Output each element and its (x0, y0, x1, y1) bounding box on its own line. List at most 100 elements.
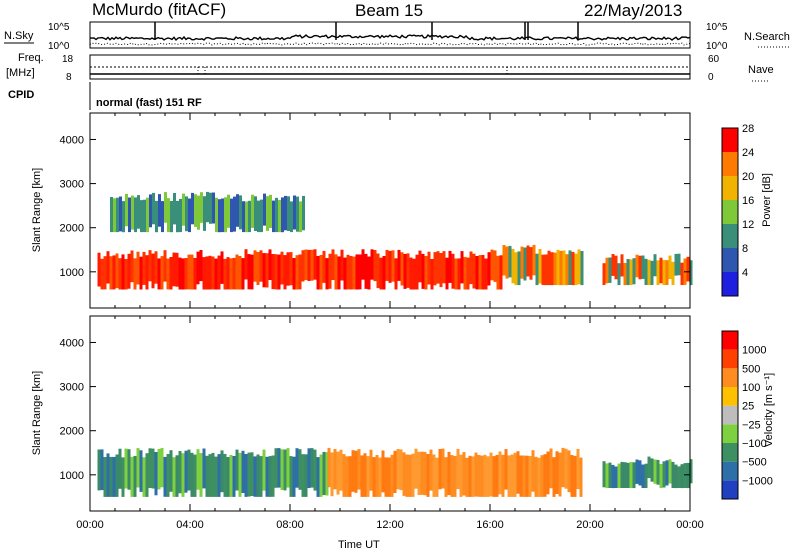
velocity-cell (638, 460, 642, 486)
power-cell (296, 196, 299, 232)
power-cell (559, 250, 563, 286)
velocity-cell (298, 449, 302, 490)
power-cell (418, 250, 422, 283)
power-cell (235, 254, 239, 290)
power-cell (139, 256, 143, 290)
power-cell (242, 201, 245, 233)
power-cell (284, 195, 287, 231)
power-cell (580, 251, 584, 286)
power-cell (214, 258, 218, 290)
velocity-cell (360, 455, 364, 497)
velocity-cell (178, 451, 182, 494)
velocity-cell (459, 454, 463, 497)
power-cell (274, 254, 278, 290)
power-cell (127, 253, 131, 289)
velocity-cell (441, 448, 445, 489)
velocity-cell (534, 456, 538, 497)
power-cell (167, 198, 170, 233)
power-cell (221, 198, 224, 233)
power-cell (665, 260, 669, 285)
power-cell (100, 258, 104, 290)
power-cell (343, 257, 347, 290)
power-colorbar-tick: 8 (742, 243, 748, 255)
power-cell (161, 201, 164, 233)
y-tick-label: 1000 (60, 267, 84, 279)
power-cell (328, 253, 332, 289)
velocity-colorbar-segment (722, 443, 738, 462)
velocity-cell (316, 457, 320, 497)
velocity-cell (555, 451, 559, 494)
power-cell (466, 257, 470, 290)
power-cell (436, 251, 440, 284)
power-cell (481, 255, 485, 290)
velocity-cell (686, 462, 690, 489)
velocity-cell (576, 448, 580, 490)
velocity-cell (163, 456, 167, 497)
velocity-cell (546, 451, 550, 495)
velocity-cell (396, 449, 400, 490)
nave-label: Nave (748, 64, 774, 76)
power-cell (689, 260, 693, 286)
power-cell (304, 249, 308, 281)
velocity-cell (656, 459, 660, 485)
velocity-cell (292, 456, 296, 497)
power-cell (299, 201, 302, 233)
power-cell (287, 196, 290, 231)
velocity-cell (480, 455, 484, 497)
velocity-cell (175, 455, 179, 497)
power-cell (331, 249, 335, 280)
power-cell (602, 263, 606, 285)
velocity-cell (226, 457, 230, 497)
velocity-x-ticks: 00:00 04:00 08:00 12:00 16:00 20:00 00:00 (76, 316, 704, 531)
power-cell (134, 197, 137, 233)
power-cell (158, 194, 161, 227)
velocity-cell (393, 450, 397, 493)
velocity-cell (402, 452, 406, 496)
velocity-cell (426, 454, 430, 497)
velocity-cell (558, 452, 562, 497)
velocity-cell (202, 448, 206, 489)
power-cell (668, 255, 672, 280)
power-cell (184, 258, 188, 290)
velocity-cell (408, 454, 412, 497)
power-cell (173, 193, 176, 225)
velocity-cell (417, 451, 421, 495)
power-cell (149, 194, 152, 228)
power-cell (209, 192, 212, 224)
power-cell (155, 200, 158, 233)
power-colorbar-segment (722, 152, 738, 176)
power-cell (295, 255, 299, 290)
power-cell (677, 253, 681, 276)
power-cell (454, 258, 458, 290)
power-cell (197, 195, 200, 230)
power-cell (400, 252, 404, 286)
nsky-panel-frame (89, 21, 691, 49)
velocity-cell (172, 457, 176, 497)
velocity-cell (232, 456, 236, 497)
velocity-cell (339, 449, 343, 491)
power-cell (229, 258, 233, 290)
velocity-cell (498, 451, 502, 495)
x-tick-label: 08:00 (276, 519, 304, 531)
velocity-cell (181, 453, 185, 497)
velocity-cell (244, 454, 248, 497)
power-cell (541, 254, 545, 285)
power-cell (152, 192, 155, 225)
velocity-colorbar-tick: −100 (742, 438, 767, 450)
power-cell (245, 201, 248, 233)
velocity-cell (570, 455, 574, 497)
power-cell (260, 199, 263, 233)
power-cell (140, 200, 143, 233)
velocity-cell (145, 453, 149, 497)
power-cell (109, 256, 113, 290)
power-cell (113, 198, 116, 233)
velocity-cell (304, 454, 308, 497)
power-cell (220, 251, 224, 284)
power-cell (227, 194, 230, 228)
power-cell (490, 249, 494, 281)
velocity-cell (477, 455, 481, 497)
velocity-colorbar-tick: −1000 (742, 475, 773, 487)
power-cell (238, 256, 242, 290)
title-left: McMurdo (fitACF) (92, 0, 226, 19)
velocity-cell (259, 456, 263, 497)
